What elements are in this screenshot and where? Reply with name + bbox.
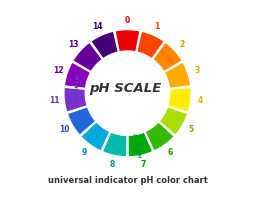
Text: 14: 14 xyxy=(92,22,103,31)
Wedge shape xyxy=(115,30,139,52)
Text: neutral: neutral xyxy=(133,132,143,158)
Text: universal indicator pH color chart: universal indicator pH color chart xyxy=(47,176,207,185)
Text: 10: 10 xyxy=(59,125,69,134)
Text: 6: 6 xyxy=(167,148,172,157)
Text: 3: 3 xyxy=(194,66,199,75)
Text: 11: 11 xyxy=(49,96,60,105)
Text: pH SCALE: pH SCALE xyxy=(89,82,161,95)
Text: 7: 7 xyxy=(139,160,145,169)
Wedge shape xyxy=(81,122,109,151)
Text: 9: 9 xyxy=(82,148,87,157)
Wedge shape xyxy=(67,107,95,135)
Text: 8: 8 xyxy=(109,160,115,169)
Wedge shape xyxy=(159,107,187,135)
Wedge shape xyxy=(164,62,190,88)
Text: alkaline: alkaline xyxy=(71,74,78,102)
Wedge shape xyxy=(90,31,118,59)
Wedge shape xyxy=(73,42,102,72)
Text: 5: 5 xyxy=(187,125,193,134)
Wedge shape xyxy=(102,132,126,157)
Wedge shape xyxy=(136,31,164,59)
Text: 0: 0 xyxy=(124,16,130,25)
Wedge shape xyxy=(64,87,87,112)
Text: 12: 12 xyxy=(53,66,63,75)
Text: 1: 1 xyxy=(154,22,159,31)
Text: 4: 4 xyxy=(197,96,202,105)
Wedge shape xyxy=(145,122,173,151)
Wedge shape xyxy=(167,87,190,112)
Wedge shape xyxy=(64,62,90,88)
Wedge shape xyxy=(152,42,181,72)
Text: acidic: acidic xyxy=(157,49,175,67)
Text: 2: 2 xyxy=(179,40,184,49)
Wedge shape xyxy=(128,132,152,157)
Text: 13: 13 xyxy=(68,40,78,49)
